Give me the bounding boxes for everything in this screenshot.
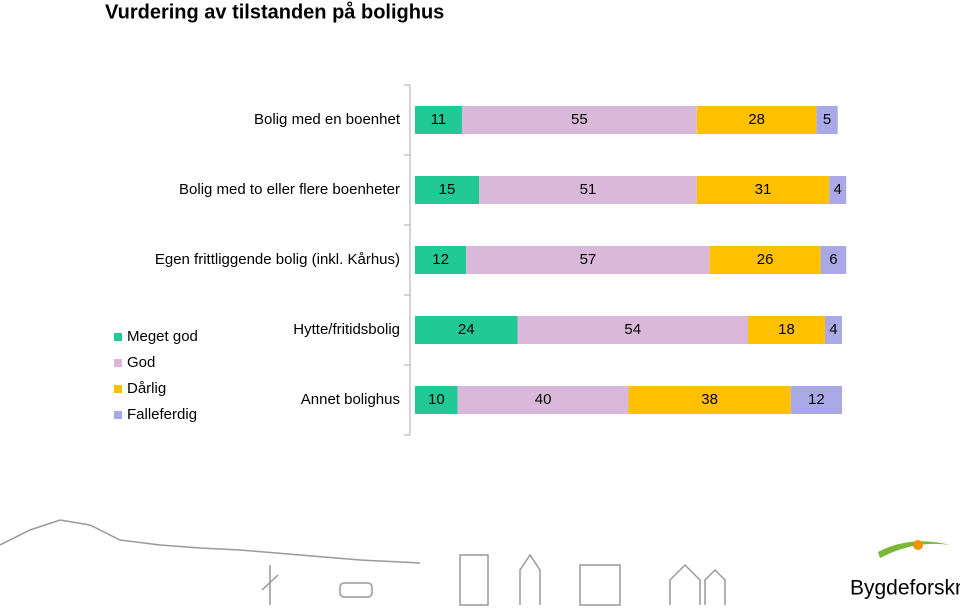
bar-segment <box>820 246 847 274</box>
data-label: 54 <box>624 321 641 338</box>
data-label: 28 <box>748 111 765 128</box>
bar-segment <box>461 106 697 134</box>
data-label: 38 <box>701 391 718 408</box>
bar-segment <box>466 246 710 274</box>
bar-segment <box>628 386 791 414</box>
bar-segment <box>709 246 821 274</box>
bar-segment <box>415 176 480 204</box>
y-tick-label: Egen frittliggende bolig (inkl. Kårhus) <box>155 251 400 268</box>
bar-segment <box>824 316 842 344</box>
y-tick-label: Bolig med to eller flere boenheter <box>179 181 400 198</box>
data-label: 51 <box>580 181 597 198</box>
bar-segment <box>696 106 817 134</box>
legend-swatch <box>114 411 122 419</box>
legend-swatch <box>114 333 122 341</box>
bar-segment <box>479 176 697 204</box>
bar-segment <box>415 316 518 344</box>
data-label: 11 <box>431 111 447 128</box>
legend-label: Dårlig <box>127 380 166 397</box>
bar-segment <box>415 246 467 274</box>
bar-segment <box>816 106 838 134</box>
bar-segment <box>457 386 629 414</box>
data-label: 5 <box>823 111 831 128</box>
legend-swatch <box>114 359 122 367</box>
legend-label: God <box>127 354 155 371</box>
data-label: 57 <box>580 251 597 268</box>
data-label: 24 <box>458 321 475 338</box>
data-label: 15 <box>439 181 456 198</box>
data-label: 12 <box>808 391 825 408</box>
data-label: 4 <box>834 181 842 198</box>
bar-segment <box>748 316 825 344</box>
data-label: 6 <box>829 251 837 268</box>
data-label: 10 <box>428 391 445 408</box>
bar-segment <box>415 106 462 134</box>
bar-segment <box>696 176 830 204</box>
data-label: 26 <box>757 251 774 268</box>
legend-swatch <box>114 385 122 393</box>
data-label: 12 <box>432 251 449 268</box>
legend-label: Falleferdig <box>127 406 197 423</box>
legend-label: Meget god <box>127 328 198 345</box>
y-tick-label: Annet bolighus <box>301 391 400 408</box>
bar-segment <box>517 316 749 344</box>
bar-segment <box>790 386 842 414</box>
data-label: 40 <box>535 391 552 408</box>
data-label: 55 <box>571 111 588 128</box>
chart-title: Vurdering av tilstanden på bolighus <box>105 0 444 23</box>
bar-segment <box>829 176 847 204</box>
bar-segment <box>415 386 458 414</box>
y-tick-label: Bolig med en boenhet <box>254 111 401 128</box>
logo: Bygdeforskning <box>850 540 960 600</box>
y-tick-label: Hytte/fritidsbolig <box>293 321 400 338</box>
landscape-decoration <box>0 519 726 606</box>
data-label: 4 <box>829 321 837 338</box>
data-label: 18 <box>778 321 795 338</box>
data-label: 31 <box>755 181 772 198</box>
logo-text: Bygdeforskning <box>850 577 960 600</box>
